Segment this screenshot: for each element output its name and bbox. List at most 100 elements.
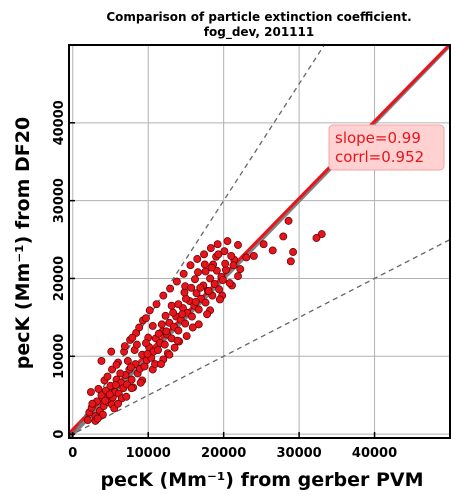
- data-point: [97, 391, 106, 400]
- data-point: [142, 314, 150, 323]
- data-point: [169, 308, 178, 317]
- data-point: [179, 269, 188, 278]
- data-point: [157, 320, 166, 329]
- x-tick-label: 30000: [276, 446, 321, 461]
- data-point: [172, 277, 181, 286]
- data-point: [317, 230, 326, 239]
- y-tick-label: 20000: [52, 256, 67, 301]
- data-point: [116, 369, 125, 378]
- data-point: [101, 396, 110, 405]
- data-point: [259, 240, 268, 249]
- data-point: [234, 272, 242, 281]
- data-point: [181, 319, 190, 328]
- data-point: [132, 340, 141, 349]
- data-point: [142, 339, 150, 348]
- data-point: [160, 340, 169, 349]
- data-point: [215, 285, 224, 294]
- data-point: [200, 260, 209, 269]
- data-point: [135, 323, 144, 332]
- data-point: [188, 323, 197, 332]
- data-point: [289, 248, 298, 256]
- data-point: [223, 237, 232, 246]
- data-point: [97, 357, 106, 365]
- data-point: [191, 297, 200, 306]
- data-point: [120, 342, 129, 351]
- data-point: [229, 261, 238, 270]
- data-point: [128, 333, 137, 342]
- data-point: [83, 416, 92, 425]
- data-point: [187, 283, 196, 292]
- data-point: [170, 343, 179, 352]
- x-tick-label: 40000: [352, 446, 397, 461]
- data-point: [194, 320, 203, 329]
- data-point: [227, 251, 236, 260]
- data-point: [201, 298, 210, 307]
- data-point: [188, 312, 196, 321]
- y-axis-label: pecK (Mm⁻¹) from DF20: [12, 117, 34, 369]
- data-point: [157, 360, 165, 369]
- data-point: [215, 295, 224, 304]
- data-point: [127, 384, 136, 393]
- x-axis-ticks: 0 10000 20000 30000 40000: [68, 432, 397, 461]
- data-point: [162, 327, 171, 336]
- data-point: [234, 241, 242, 249]
- data-point: [166, 284, 175, 293]
- data-point: [186, 261, 195, 270]
- data-point: [312, 234, 321, 242]
- data-point: [249, 251, 258, 260]
- annotation-slope: slope=0.99: [335, 129, 421, 147]
- data-point: [194, 305, 203, 314]
- data-point: [107, 347, 116, 356]
- data-point: [279, 232, 288, 241]
- data-point: [126, 363, 135, 372]
- x-tick-label: 0: [68, 446, 77, 461]
- data-point: [191, 275, 199, 284]
- data-point: [206, 244, 215, 253]
- data-point: [196, 283, 205, 292]
- data-point: [143, 350, 152, 358]
- data-point: [88, 399, 97, 408]
- y-tick-label: 0: [52, 430, 67, 439]
- data-point: [286, 257, 295, 266]
- data-point: [105, 390, 114, 399]
- data-point: [210, 279, 219, 288]
- data-points: [83, 216, 326, 425]
- annotation-corrl: corrl=0.952: [335, 148, 424, 166]
- data-point: [192, 289, 201, 298]
- data-point: [114, 399, 122, 408]
- data-point: [152, 300, 161, 309]
- x-axis-label: pecK (Mm⁻¹) from gerber PVM: [100, 469, 423, 491]
- data-point: [103, 372, 112, 381]
- data-point: [218, 276, 227, 284]
- data-point: [122, 392, 131, 401]
- chart-title-line-2: fog_dev, 201111: [204, 25, 314, 40]
- data-point: [108, 365, 116, 374]
- data-point: [93, 414, 102, 423]
- data-point: [136, 378, 145, 387]
- data-point: [207, 263, 216, 272]
- data-point: [213, 240, 222, 249]
- data-point: [174, 300, 183, 309]
- annotation-box: slope=0.99 corrl=0.952: [328, 124, 445, 171]
- data-point: [221, 259, 230, 268]
- data-point: [154, 329, 163, 338]
- plot-frame: [68, 44, 451, 439]
- data-point: [206, 274, 215, 283]
- data-point: [111, 381, 120, 390]
- data-point: [242, 253, 251, 262]
- data-point: [173, 336, 182, 345]
- data-point: [182, 332, 191, 341]
- data-point: [99, 410, 107, 419]
- y-tick-label: 40000: [52, 100, 67, 145]
- y-tick-label: 10000: [52, 334, 67, 379]
- data-point: [154, 346, 162, 355]
- chart-title-line-1: Comparison of particle extinction coeffi…: [106, 10, 411, 24]
- data-point: [200, 250, 208, 259]
- data-point: [159, 291, 168, 300]
- y-tick-label: 30000: [52, 178, 67, 223]
- data-point: [174, 326, 183, 335]
- data-point: [203, 310, 212, 319]
- data-point: [268, 246, 277, 255]
- x-tick-label: 10000: [126, 446, 171, 461]
